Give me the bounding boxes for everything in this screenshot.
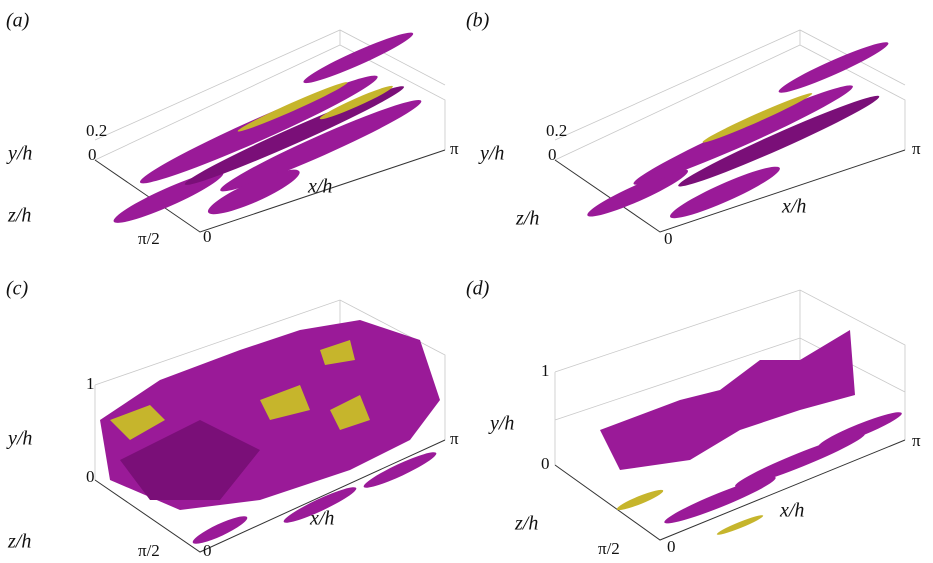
axis-line <box>554 439 906 541</box>
x-tick: π <box>912 431 921 450</box>
panel-label: (d) <box>466 278 490 300</box>
x-tick: π <box>912 139 921 158</box>
isosurface <box>587 42 889 219</box>
box-outline <box>554 289 906 465</box>
y-axis-label: y/h <box>6 428 32 450</box>
panel-c: (c) 1 0 π y/h z/h π/2 0 x/h <box>6 278 459 560</box>
y-tick: 0 <box>541 454 550 473</box>
panel-label: (c) <box>6 278 29 300</box>
y-axis-label: y/h <box>488 413 514 435</box>
panel-b: (b) 0.2 0 π y/h z/h 0 x/h <box>466 10 921 248</box>
z-tick: π/2 <box>138 229 160 248</box>
x-axis-label: x/h <box>309 508 334 530</box>
y-axis-label: y/h <box>6 143 32 165</box>
y-tick: 0 <box>88 145 97 164</box>
panel-label: (b) <box>466 10 490 32</box>
axis-line <box>554 149 906 233</box>
y-tick: 0 <box>86 467 95 486</box>
y-axis-label: y/h <box>478 143 504 165</box>
isosurface <box>600 330 902 535</box>
isosurface <box>100 320 440 544</box>
z-axis-label: z/h <box>515 208 539 230</box>
x-axis-label: x/h <box>307 176 332 198</box>
x-tick: π <box>450 139 459 158</box>
y-tick: 0 <box>548 145 557 164</box>
z-tick: π/2 <box>598 539 620 558</box>
panel-a: (a) 0.2 0 π y/h z/h π/2 0 x/h <box>6 10 459 248</box>
y-tick: 0.2 <box>86 121 107 140</box>
z-tick: 0 <box>664 229 673 248</box>
x-axis-label: x/h <box>781 196 806 218</box>
x-axis-label: x/h <box>779 500 804 522</box>
y-tick: 0.2 <box>546 121 567 140</box>
z-tick: 0 <box>203 541 212 560</box>
z-tick: 0 <box>203 227 212 246</box>
z-tick: 0 <box>667 537 676 556</box>
x-tick: π <box>450 429 459 448</box>
z-axis-label: z/h <box>514 513 538 535</box>
box-outline <box>94 29 446 161</box>
isosurface <box>113 32 422 223</box>
box-outline <box>554 29 906 161</box>
panel-d: (d) 1 0 π y/h z/h π/2 0 x/h <box>466 278 921 558</box>
panel-label: (a) <box>6 10 30 32</box>
z-axis-label: z/h <box>7 531 31 553</box>
z-axis-label: z/h <box>7 205 31 227</box>
y-tick: 1 <box>86 374 95 393</box>
z-tick: π/2 <box>138 541 160 560</box>
y-tick: 1 <box>541 361 550 380</box>
axis-line <box>94 439 446 553</box>
axis-line <box>94 149 446 233</box>
